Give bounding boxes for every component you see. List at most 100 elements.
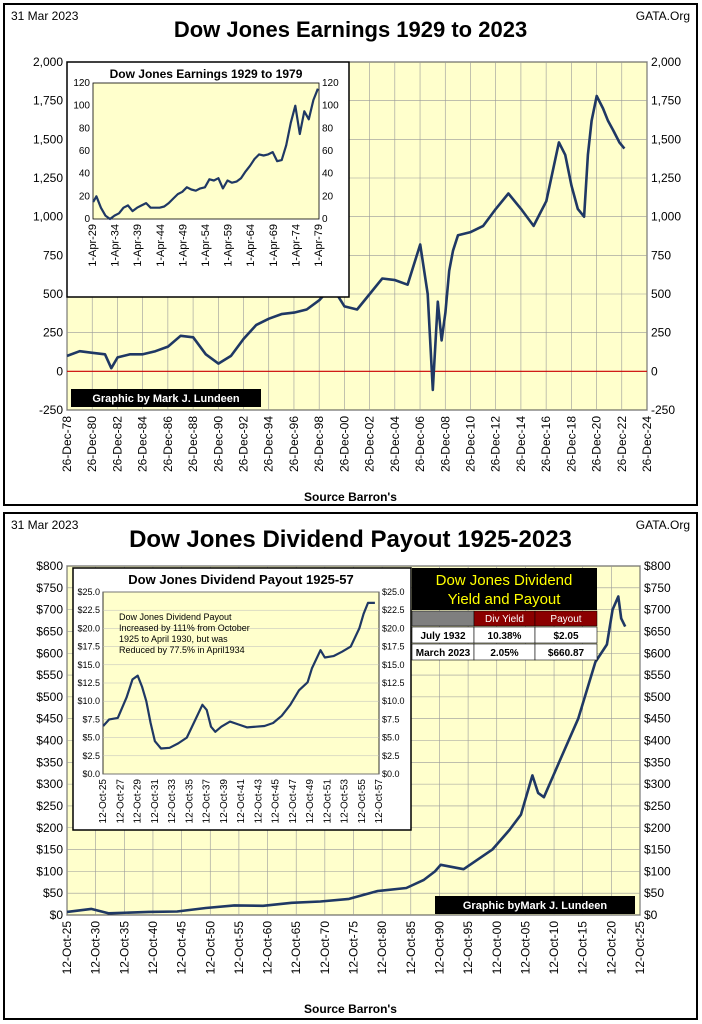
inset-y-tick-left: $25.0 bbox=[77, 587, 100, 597]
inset-y-tick-left: 20 bbox=[79, 191, 91, 202]
y-tick-label-left: 1,750 bbox=[33, 94, 63, 108]
inset-y-tick-left: 40 bbox=[79, 169, 91, 180]
x-tick-label: 26-Dec-98 bbox=[312, 416, 326, 472]
inset-x-tick-label: 12-Oct-43 bbox=[253, 779, 264, 824]
inset-y-tick-right: $25.0 bbox=[382, 587, 405, 597]
x-tick-label: 26-Dec-10 bbox=[463, 416, 477, 472]
x-tick-label: 12-Oct-95 bbox=[461, 921, 475, 975]
table-header-cell bbox=[534, 610, 598, 627]
inset-y-tick-right: $17.5 bbox=[382, 642, 405, 652]
x-tick-label: 12-Oct-85 bbox=[404, 921, 418, 975]
inset-y-tick-left: $7.5 bbox=[82, 714, 100, 724]
y-tick-label-right: $300 bbox=[644, 777, 671, 791]
inset-y-tick-right: 20 bbox=[322, 191, 334, 202]
inset-x-tick-label: 12-Oct-31 bbox=[150, 779, 161, 824]
x-tick-label: 12-Oct-15 bbox=[576, 921, 590, 975]
inset-y-tick-right: 40 bbox=[322, 169, 334, 180]
y-tick-label-left: $100 bbox=[36, 864, 63, 878]
x-tick-label: 26-Dec-90 bbox=[211, 416, 225, 472]
y-tick-label-right: 2,000 bbox=[651, 55, 681, 69]
inset-x-tick-label: 1-Apr-79 bbox=[313, 224, 325, 267]
inset-x-tick-label: 12-Oct-25 bbox=[98, 779, 109, 824]
inset-y-tick-right: $15.0 bbox=[382, 660, 405, 670]
y-tick-label-left: $150 bbox=[36, 843, 63, 857]
inset-x-tick-label: 12-Oct-45 bbox=[271, 779, 282, 824]
credit-text: Graphic byMark J. Lundeen bbox=[463, 900, 608, 912]
x-tick-label: 12-Oct-00 bbox=[490, 921, 504, 975]
y-tick-label-right: 1,750 bbox=[651, 94, 681, 108]
y-tick-label-right: 1,000 bbox=[651, 210, 681, 224]
x-tick-label: 12-Oct-80 bbox=[375, 921, 389, 975]
table-title-line: Dow Jones Dividend bbox=[436, 572, 573, 589]
inset-y-tick-left: 0 bbox=[84, 214, 90, 225]
inset-x-tick-label: 12-Oct-47 bbox=[288, 779, 299, 824]
x-tick-label: 26-Dec-24 bbox=[640, 416, 654, 472]
inset-x-tick-label: 12-Oct-51 bbox=[322, 779, 333, 824]
y-tick-label-left: $500 bbox=[36, 690, 63, 704]
inset-x-tick-label: 12-Oct-57 bbox=[374, 779, 385, 824]
inset-y-tick-left: $0.0 bbox=[82, 769, 100, 779]
data-line bbox=[66, 94, 626, 392]
y-tick-label-right: $0 bbox=[644, 908, 658, 922]
inset-note-line: Dow Jones Dividend Payout bbox=[119, 612, 232, 622]
x-axis-label: Source Barron's bbox=[304, 490, 397, 504]
y-tick-label-right: $250 bbox=[644, 799, 671, 813]
table-title-box bbox=[412, 568, 597, 610]
inset-x-tick-label: 12-Oct-29 bbox=[133, 779, 144, 824]
credit-box bbox=[435, 896, 635, 914]
y-tick-label-right: $550 bbox=[644, 668, 671, 682]
y-tick-label-right: -250 bbox=[651, 403, 675, 417]
y-tick-label-left: 500 bbox=[43, 287, 63, 301]
x-tick-label: 26-Dec-86 bbox=[161, 416, 175, 472]
inset-title: Dow Jones Dividend Payout 1925-57 bbox=[128, 572, 353, 587]
y-tick-label-left: $50 bbox=[43, 886, 63, 900]
x-axis-label: Source Barron's bbox=[304, 1002, 397, 1016]
y-tick-label-left: 2,000 bbox=[33, 55, 63, 69]
x-tick-label: 12-Oct-60 bbox=[261, 921, 275, 975]
x-tick-label: 26-Dec-22 bbox=[615, 416, 629, 472]
inset-x-tick-label: 1-Apr-64 bbox=[245, 224, 257, 267]
inset-y-tick-right: $0.0 bbox=[382, 769, 400, 779]
inset-y-tick-left: 100 bbox=[73, 101, 90, 112]
inset-x-tick-label: 12-Oct-55 bbox=[357, 779, 368, 824]
x-tick-label: 12-Oct-50 bbox=[203, 921, 217, 975]
inset-data-line bbox=[92, 88, 319, 221]
inset-y-tick-right: $22.5 bbox=[382, 605, 405, 615]
y-tick-label-left: 1,250 bbox=[33, 171, 63, 185]
y-tick-label-left: $600 bbox=[36, 646, 63, 660]
inset-x-tick-label: 1-Apr-69 bbox=[268, 224, 280, 267]
inset-x-tick-label: 12-Oct-53 bbox=[340, 779, 351, 824]
y-tick-label-right: 250 bbox=[651, 326, 671, 340]
x-tick-label: 12-Oct-55 bbox=[232, 921, 246, 975]
inset-y-tick-left: $15.0 bbox=[77, 660, 100, 670]
x-tick-label: 26-Dec-02 bbox=[363, 416, 377, 472]
y-tick-label-left: $350 bbox=[36, 755, 63, 769]
x-tick-label: 12-Oct-40 bbox=[146, 921, 160, 975]
dividend-chart-panel: 31 Mar 2023 GATA.Org Dow Jones Dividend … bbox=[3, 512, 698, 1020]
inset-y-tick-left: 120 bbox=[73, 78, 90, 89]
table-header-text: Div Yield bbox=[485, 614, 524, 625]
table-header-cell bbox=[411, 610, 475, 627]
x-tick-label: 12-Oct-25 bbox=[633, 921, 647, 975]
inset-x-tick-label: 1-Apr-54 bbox=[200, 224, 212, 267]
earnings-chart-panel: 31 Mar 2023 GATA.Org Dow Jones Earnings … bbox=[3, 3, 698, 506]
x-tick-label: 12-Oct-05 bbox=[518, 921, 532, 975]
x-tick-label: 26-Dec-96 bbox=[287, 416, 301, 472]
inset-x-tick-label: 12-Oct-41 bbox=[236, 779, 247, 824]
x-tick-label: 26-Dec-00 bbox=[337, 416, 351, 472]
chart-date: 31 Mar 2023 bbox=[11, 9, 79, 23]
inset-y-tick-left: $20.0 bbox=[77, 623, 100, 633]
y-tick-label-right: 0 bbox=[651, 364, 658, 378]
x-tick-label: 26-Dec-84 bbox=[136, 416, 150, 472]
inset-y-tick-left: $10.0 bbox=[77, 696, 100, 706]
inset-x-tick-label: 1-Apr-29 bbox=[87, 224, 99, 267]
y-tick-label-right: $650 bbox=[644, 624, 671, 638]
x-tick-label: 26-Dec-14 bbox=[514, 416, 528, 472]
data-line bbox=[66, 595, 627, 915]
x-tick-label: 26-Dec-80 bbox=[85, 416, 99, 472]
site-label: GATA.Org bbox=[635, 9, 690, 23]
table-cell-text: 2.05% bbox=[490, 648, 518, 659]
x-tick-label: 12-Oct-10 bbox=[547, 921, 561, 975]
y-tick-label-left: $200 bbox=[36, 821, 63, 835]
y-tick-label-left: 250 bbox=[43, 326, 63, 340]
